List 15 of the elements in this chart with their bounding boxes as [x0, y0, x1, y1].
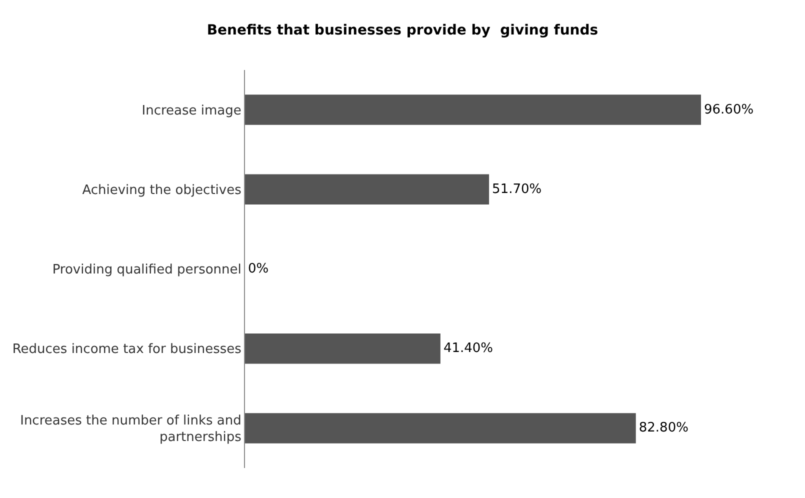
chart-title: Benefits that businesses provide by giving funds — [206, 22, 598, 39]
y-tick-label: Increases the number of links and partnerships — [20, 413, 242, 446]
data-label: 96.60% — [704, 102, 754, 118]
data-label: 51.70% — [492, 182, 542, 197]
y-tick-label: Providing qualified personnel — [52, 262, 242, 278]
y-tick-label: Increase image — [142, 103, 242, 118]
bar — [245, 174, 490, 205]
bar — [245, 94, 701, 125]
bar — [245, 413, 636, 444]
y-tick-label: Reduces income tax for businesses — [12, 342, 242, 358]
data-label: 0% — [248, 262, 269, 276]
y-tick-label: Achieving the objectives — [82, 182, 242, 198]
data-label: 41.40% — [443, 341, 494, 356]
bar — [245, 333, 440, 364]
data-label: 82.80% — [638, 420, 688, 436]
